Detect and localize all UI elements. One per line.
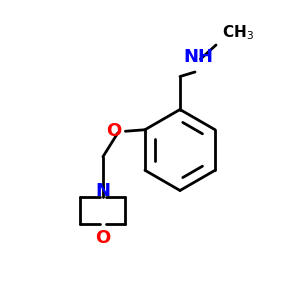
- Text: O: O: [95, 229, 111, 247]
- Text: CH$_3$: CH$_3$: [222, 23, 254, 42]
- Text: NH: NH: [183, 48, 213, 66]
- Text: O: O: [106, 122, 121, 140]
- Text: N: N: [95, 182, 110, 200]
